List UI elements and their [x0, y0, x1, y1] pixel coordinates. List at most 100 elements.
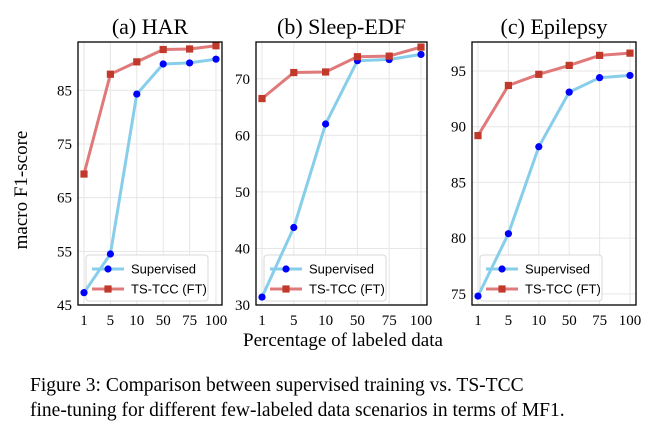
- chart-panel-2: 30 40 50 60 70 1 5 10 50 75 100 Supervised TS-TCC (F…: [235, 14, 432, 329]
- y-tick-label: 45: [57, 298, 72, 314]
- series-line-tstcc: [261, 45, 422, 100]
- series-line-supervised: [82, 57, 217, 294]
- series-line-tstcc: [476, 51, 631, 137]
- data-point-tstcc: [596, 51, 604, 59]
- y-tick-label: 60: [235, 128, 250, 144]
- y-tick-label: 85: [451, 175, 466, 191]
- data-point-tstcc: [133, 58, 141, 66]
- chart-panel-1: 45 55 65 75 85 1 5 10 50 75 100 Supervised TS-TCC (F…: [57, 14, 227, 329]
- legend-label-supervised: Supervised: [525, 262, 590, 277]
- data-point-supervised: [504, 230, 512, 238]
- data-point-supervised: [596, 74, 604, 82]
- data-point-tstcc: [186, 45, 194, 53]
- x-tick-label: 100: [205, 313, 228, 329]
- y-tick-label: 75: [451, 287, 466, 303]
- figure-caption: Figure 3: Comparison between supervised …: [30, 373, 640, 423]
- data-point-supervised: [80, 289, 88, 297]
- data-point-tstcc: [385, 52, 393, 60]
- data-point-supervised: [133, 90, 141, 98]
- plot-frame: [471, 41, 637, 306]
- chart-title: (c) Epilepsy: [501, 14, 608, 39]
- legend-marker-tstcc: [282, 285, 290, 293]
- x-tick-label: 5: [290, 313, 298, 329]
- data-point-tstcc: [159, 45, 167, 54]
- x-tick-label: 1: [258, 313, 266, 329]
- y-tick-label: 70: [235, 72, 250, 88]
- legend-label-supervised: Supervised: [309, 262, 374, 277]
- data-point-supervised: [417, 50, 425, 59]
- data-point-tstcc: [474, 132, 482, 140]
- legend-label-tstcc: TS-TCC (FT): [525, 282, 601, 297]
- data-point-tstcc: [322, 68, 330, 76]
- series-line-supervised: [260, 52, 422, 298]
- y-tick-label: 55: [57, 244, 72, 260]
- series-line-supervised: [476, 73, 631, 297]
- y-tick-label: 65: [57, 191, 72, 207]
- y-tick-label: 90: [451, 120, 466, 136]
- x-tick-label: 75: [382, 313, 397, 329]
- data-point-tstcc: [290, 68, 298, 77]
- x-tick-label: 100: [410, 313, 433, 329]
- x-axis-label: Percentage of labeled data: [243, 330, 443, 351]
- series-line-tstcc: [82, 44, 217, 175]
- chart-panel-3: 75 80 85 90 95 1 5 10 50 75 100 Supervised TS-TCC (F…: [451, 14, 641, 329]
- legend-marker-tstcc: [104, 285, 112, 293]
- figure: macro F1-score Percentage of labeled dat…: [11, 14, 641, 351]
- data-point-supervised: [186, 59, 194, 67]
- data-point-supervised: [565, 88, 573, 96]
- data-point-tstcc: [212, 42, 220, 50]
- y-tick-label: 30: [235, 298, 250, 314]
- plot-frame: [255, 41, 428, 306]
- x-tick-label: 50: [562, 313, 577, 329]
- x-tick-label: 10: [531, 313, 546, 329]
- data-point-tstcc: [258, 94, 266, 103]
- data-point-tstcc: [504, 81, 512, 90]
- data-point-supervised: [626, 71, 634, 80]
- chart-title: (a) HAR: [112, 14, 189, 39]
- data-point-supervised: [258, 293, 266, 301]
- y-tick-label: 40: [235, 241, 250, 257]
- data-point-supervised: [474, 292, 482, 300]
- data-point-supervised: [535, 143, 543, 151]
- data-point-tstcc: [626, 49, 634, 57]
- data-point-tstcc: [80, 170, 88, 178]
- y-tick-label: 95: [451, 64, 466, 80]
- caption-line-2: fine-tuning for different few-labeled da…: [30, 400, 565, 421]
- legend-label-tstcc: TS-TCC (FT): [131, 282, 207, 297]
- x-tick-label: 50: [350, 313, 365, 329]
- legend-marker-supervised: [104, 265, 112, 273]
- data-point-supervised: [322, 120, 330, 128]
- legend-marker-supervised: [498, 265, 506, 273]
- data-point-tstcc: [417, 43, 425, 51]
- x-tick-label: 75: [182, 313, 197, 329]
- data-point-tstcc: [565, 61, 573, 70]
- x-tick-label: 100: [619, 313, 642, 329]
- data-point-supervised: [212, 55, 220, 63]
- legend-marker-supervised: [282, 265, 290, 273]
- y-tick-label: 80: [451, 231, 466, 247]
- y-tick-label: 75: [57, 137, 72, 153]
- plot-frame: [77, 41, 223, 306]
- x-tick-label: 1: [474, 313, 482, 329]
- y-axis-label: macro F1-score: [11, 131, 32, 250]
- data-point-supervised: [159, 60, 167, 68]
- data-point-supervised: [106, 250, 114, 258]
- y-tick-label: 50: [235, 185, 250, 201]
- x-tick-label: 50: [156, 313, 171, 329]
- legend-marker-tstcc: [498, 285, 506, 293]
- chart-title: (b) Sleep-EDF: [277, 14, 406, 39]
- data-point-tstcc: [353, 53, 361, 61]
- data-point-tstcc: [535, 70, 543, 78]
- x-tick-label: 5: [505, 313, 513, 329]
- caption-line-1: Figure 3: Comparison between supervised …: [30, 375, 524, 396]
- x-tick-label: 75: [592, 313, 607, 329]
- x-tick-label: 10: [318, 313, 333, 329]
- x-tick-label: 10: [129, 313, 144, 329]
- legend-label-tstcc: TS-TCC (FT): [309, 282, 385, 297]
- y-tick-label: 85: [57, 83, 72, 99]
- legend-label-supervised: Supervised: [131, 262, 196, 277]
- x-tick-label: 1: [80, 313, 88, 329]
- x-tick-label: 5: [107, 313, 115, 329]
- data-point-supervised: [290, 223, 298, 232]
